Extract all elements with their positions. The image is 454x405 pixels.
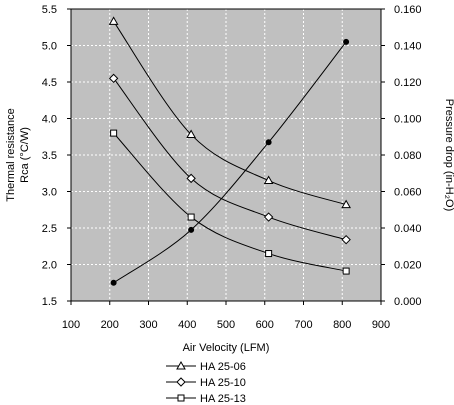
y-tick-label-left: 4.5 [42, 77, 57, 89]
data-point-3 [110, 279, 117, 286]
y-tick-label-right: 0.000 [394, 296, 422, 308]
legend: HA 25-06 HA 25-10 HA 25-13 [166, 360, 246, 405]
data-point-1 [108, 73, 119, 84]
plot-frame [70, 8, 382, 302]
y-tick-label-left: 3.0 [42, 187, 57, 199]
x-tick-label: 700 [294, 319, 312, 331]
series-line-2 [113, 132, 347, 272]
data-point-0 [186, 129, 196, 139]
x-tick-label: 800 [333, 319, 351, 331]
data-point-1 [341, 234, 351, 245]
y-tick-label-left: 4.0 [42, 114, 57, 126]
x-tick-label: 400 [178, 319, 196, 331]
y-tick-label-right: 0.040 [394, 223, 422, 235]
legend-marker [176, 377, 186, 387]
legend-label: HA 25-10 [200, 377, 246, 389]
x-tick-label: 300 [139, 319, 157, 331]
x-tick-label: 100 [62, 319, 80, 331]
y-tick-label-left: 2.5 [42, 223, 57, 235]
data-point-2 [110, 129, 118, 137]
series-line-1 [113, 78, 347, 241]
data-point-3 [188, 226, 195, 233]
y-axis-title-left-line2: Rca (°C/W) [19, 127, 31, 183]
grid [71, 9, 381, 301]
data-point-3 [343, 38, 350, 45]
y-axis-title-right: Pressure drop (in-H₂O) [443, 99, 454, 211]
y-tick-label-right: 0.080 [394, 150, 422, 162]
data-point-0 [263, 175, 274, 185]
y-tick-label-left: 1.5 [42, 296, 57, 308]
series-line-3 [113, 41, 347, 284]
x-axis-title: Air Velocity (LFM) [183, 342, 270, 354]
y-tick-label-right: 0.160 [394, 4, 422, 16]
legend-label: HA 25-13 [200, 393, 246, 405]
x-tick-label: 600 [256, 319, 274, 331]
data-point-3 [265, 139, 272, 146]
x-tick-label: 200 [101, 319, 119, 331]
y-tick-label-right: 0.060 [394, 187, 422, 199]
x-tick-label: 900 [372, 319, 390, 331]
legend-label: HA 25-06 [200, 361, 246, 373]
legend-marker [177, 394, 185, 402]
axis-labels: Air Velocity (LFM) Thermal resistance Rc… [5, 99, 454, 354]
y-tick-label-left: 3.5 [42, 150, 57, 162]
data-point-2 [265, 250, 273, 258]
y-tick-label-left: 2.0 [42, 260, 57, 272]
legend-marker [176, 360, 186, 370]
y-tick-label-left: 5.5 [42, 4, 57, 16]
y-tick-label-right: 0.140 [394, 41, 422, 53]
data-point-0 [341, 199, 351, 209]
data-point-2 [342, 267, 350, 275]
data-point-1 [263, 212, 274, 222]
y-tick-label-right: 0.120 [394, 77, 422, 89]
y-tick-label-right: 0.100 [394, 114, 422, 126]
data-point-2 [187, 213, 195, 221]
series-line-0 [113, 21, 347, 206]
axes: 100 200 300 400 500 600 700 800 900 1.5 2.0 2.5 3.0 3… [42, 4, 422, 331]
data-point-0 [108, 16, 119, 25]
y-tick-label-right: 0.020 [394, 260, 422, 272]
data-point-1 [186, 173, 196, 184]
x-tick-label: 500 [217, 319, 235, 331]
y-tick-label-left: 5.0 [42, 41, 57, 53]
series-layer [108, 16, 351, 286]
y-axis-title-left-line1: Thermal resistance [5, 108, 17, 202]
